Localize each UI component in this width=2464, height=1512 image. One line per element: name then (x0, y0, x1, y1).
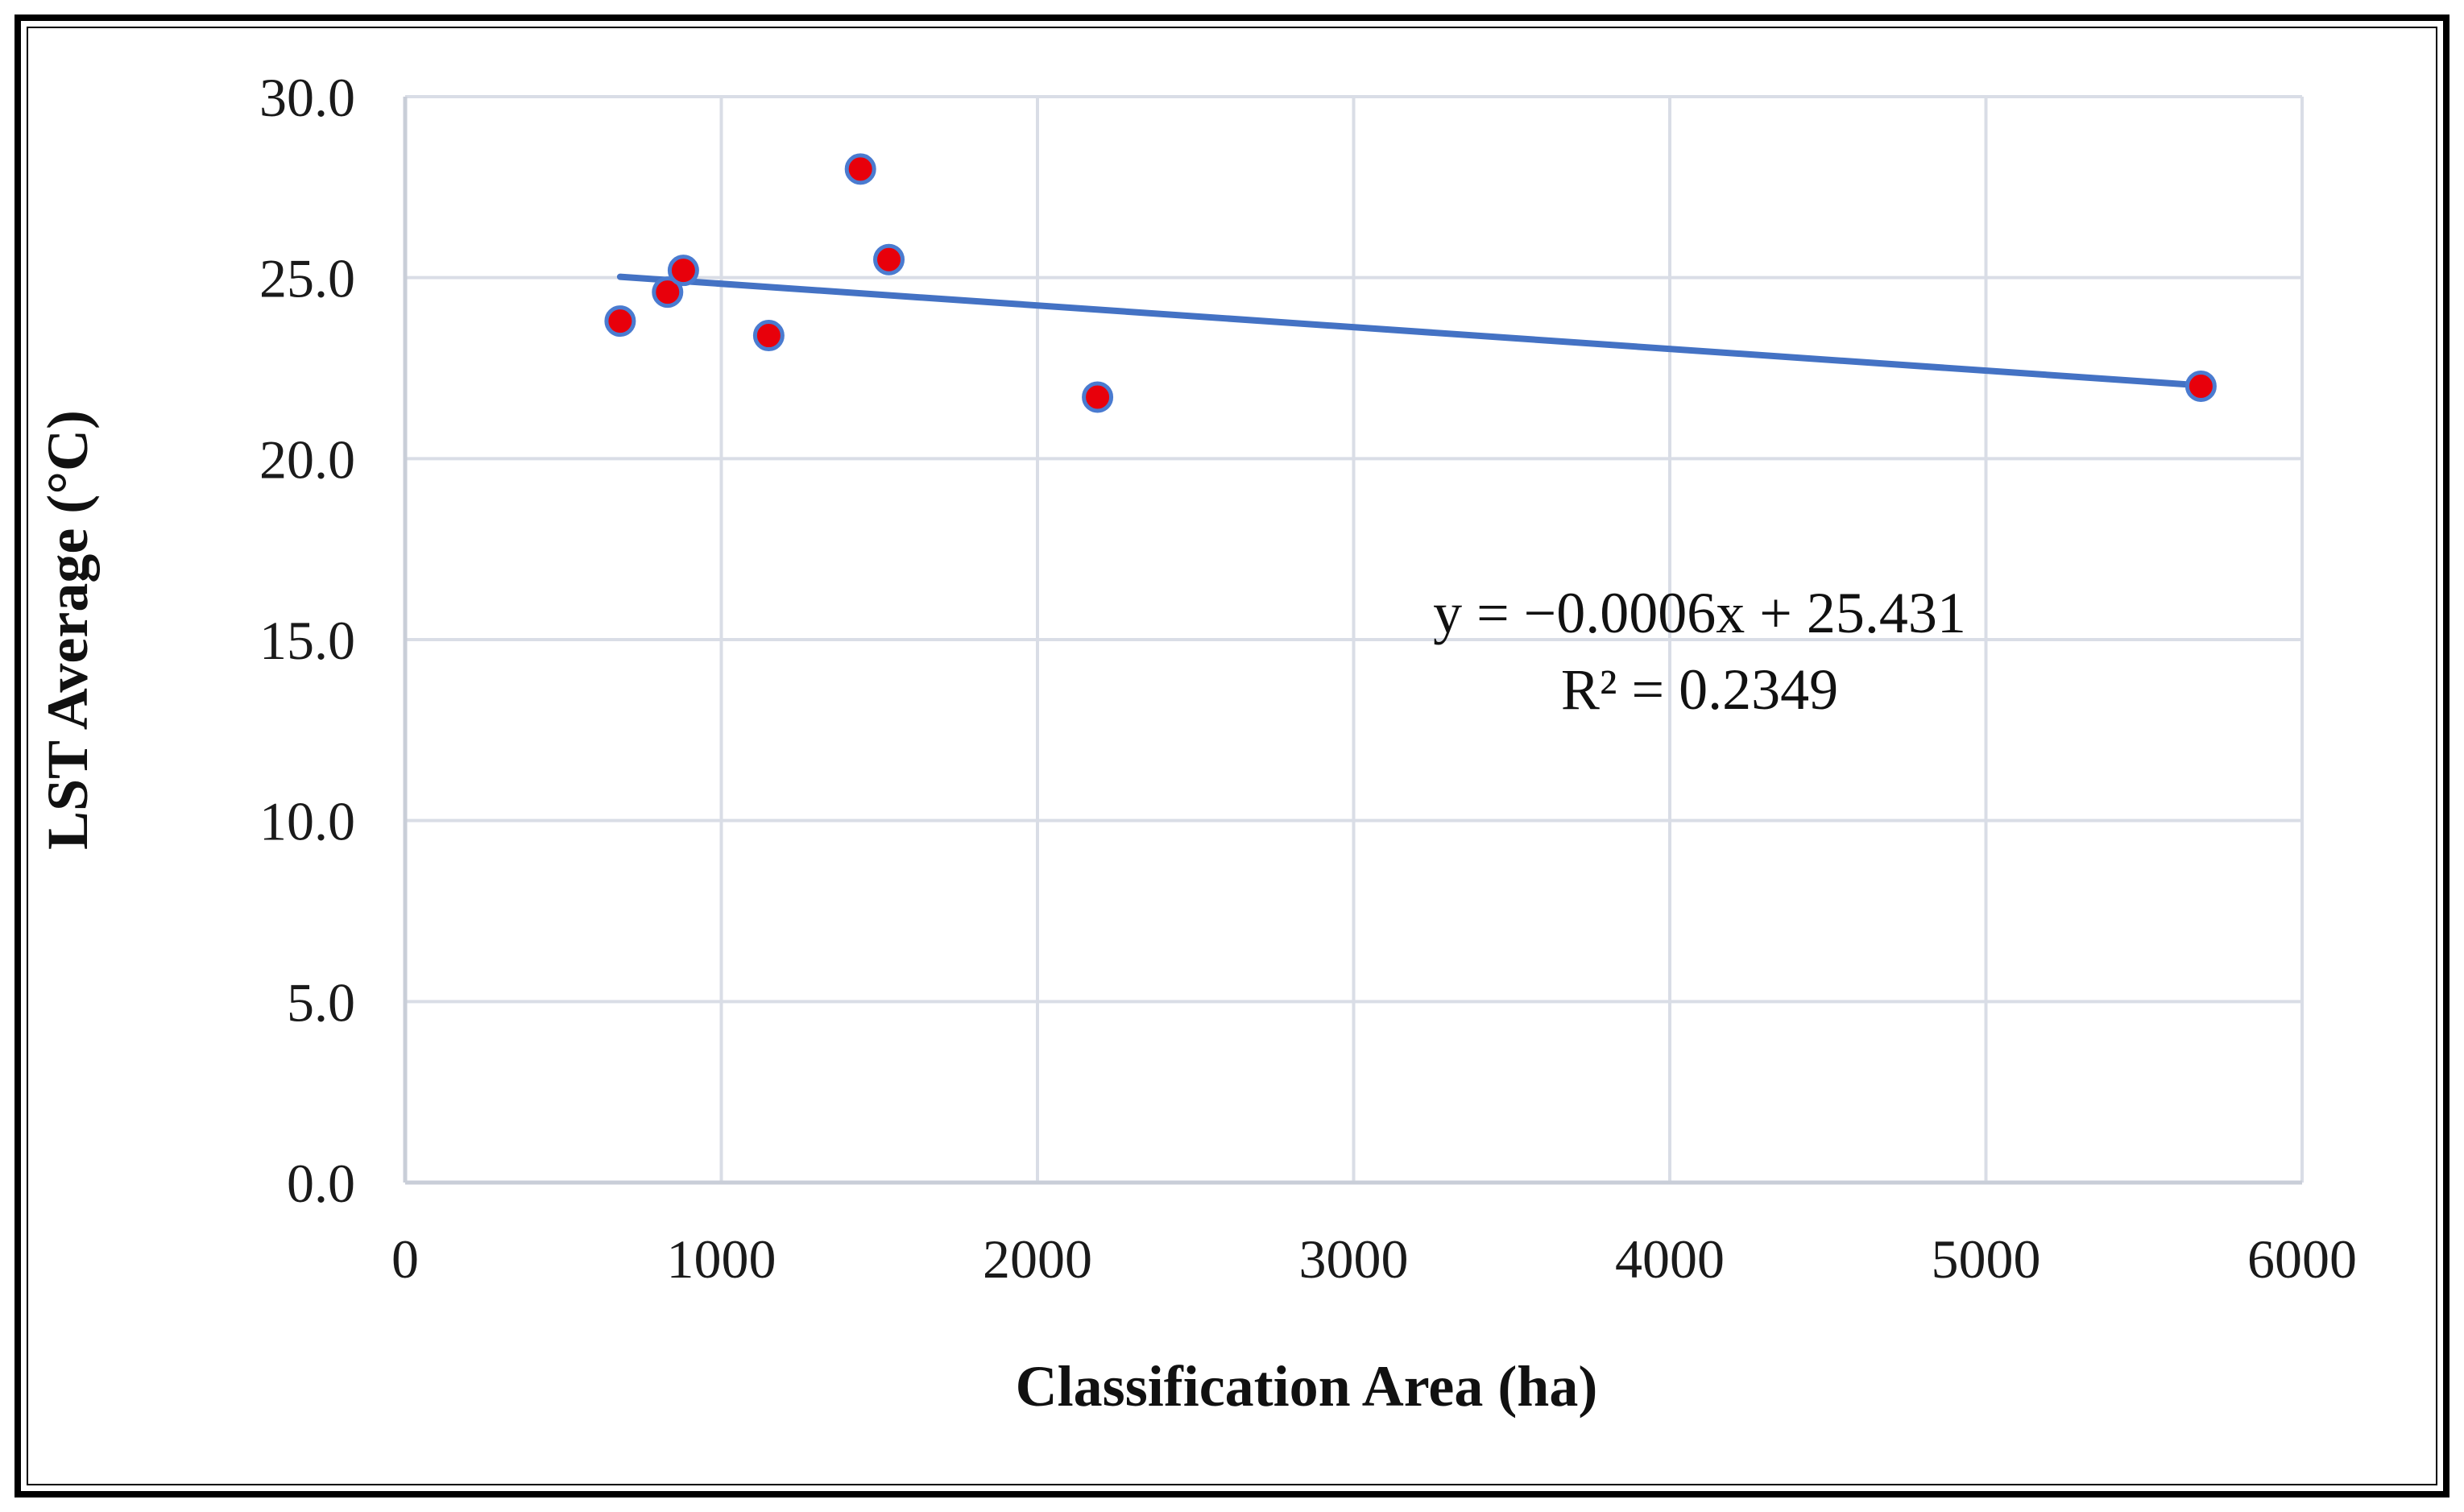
outer-frame (14, 14, 2450, 1498)
data-point (1082, 381, 1114, 413)
trendline-equation: y = −0.0006x + 25.431 (1433, 581, 1966, 645)
y-tick-label: 10.0 (259, 791, 355, 852)
axes (403, 97, 2302, 1185)
y-tick-label: 0.0 (287, 1153, 355, 1214)
data-point (652, 276, 684, 309)
y-tick-label: 30.0 (259, 67, 355, 128)
trendline (616, 273, 2205, 389)
x-axis-title: Classification Area (ha) (1016, 1354, 1598, 1419)
x-tick-label: 5000 (1932, 1228, 2041, 1290)
x-tick-label: 2000 (983, 1228, 1092, 1290)
y-tick-label: 5.0 (287, 971, 355, 1033)
data-point (873, 243, 905, 275)
gridlines (405, 95, 2304, 1183)
y-tick-label: 20.0 (259, 429, 355, 490)
inner-frame (27, 27, 2437, 1485)
trendline-r-squared: R² = 0.2349 (1561, 657, 1838, 722)
data-points (604, 153, 2217, 413)
y-tick-label: 15.0 (259, 610, 355, 671)
x-tick-labels: 0 1000 2000 3000 4000 5000 6000 (391, 1228, 2357, 1290)
y-axis-title: LST Average (°C) (35, 410, 100, 850)
y-tick-labels: 0.0 5.0 10.0 15.0 20.0 25.0 30.0 (259, 67, 355, 1214)
data-point (752, 320, 785, 352)
data-point (844, 153, 876, 185)
x-tick-label: 3000 (1299, 1228, 1409, 1290)
data-point (2184, 370, 2217, 402)
data-point (667, 255, 699, 287)
y-tick-label: 25.0 (259, 248, 355, 309)
trendline-group (616, 273, 2205, 389)
data-point (604, 305, 636, 338)
x-tick-label: 6000 (2247, 1228, 2357, 1290)
x-tick-label: 1000 (667, 1228, 776, 1290)
x-tick-label: 4000 (1615, 1228, 1725, 1290)
x-tick-label: 0 (391, 1228, 419, 1290)
